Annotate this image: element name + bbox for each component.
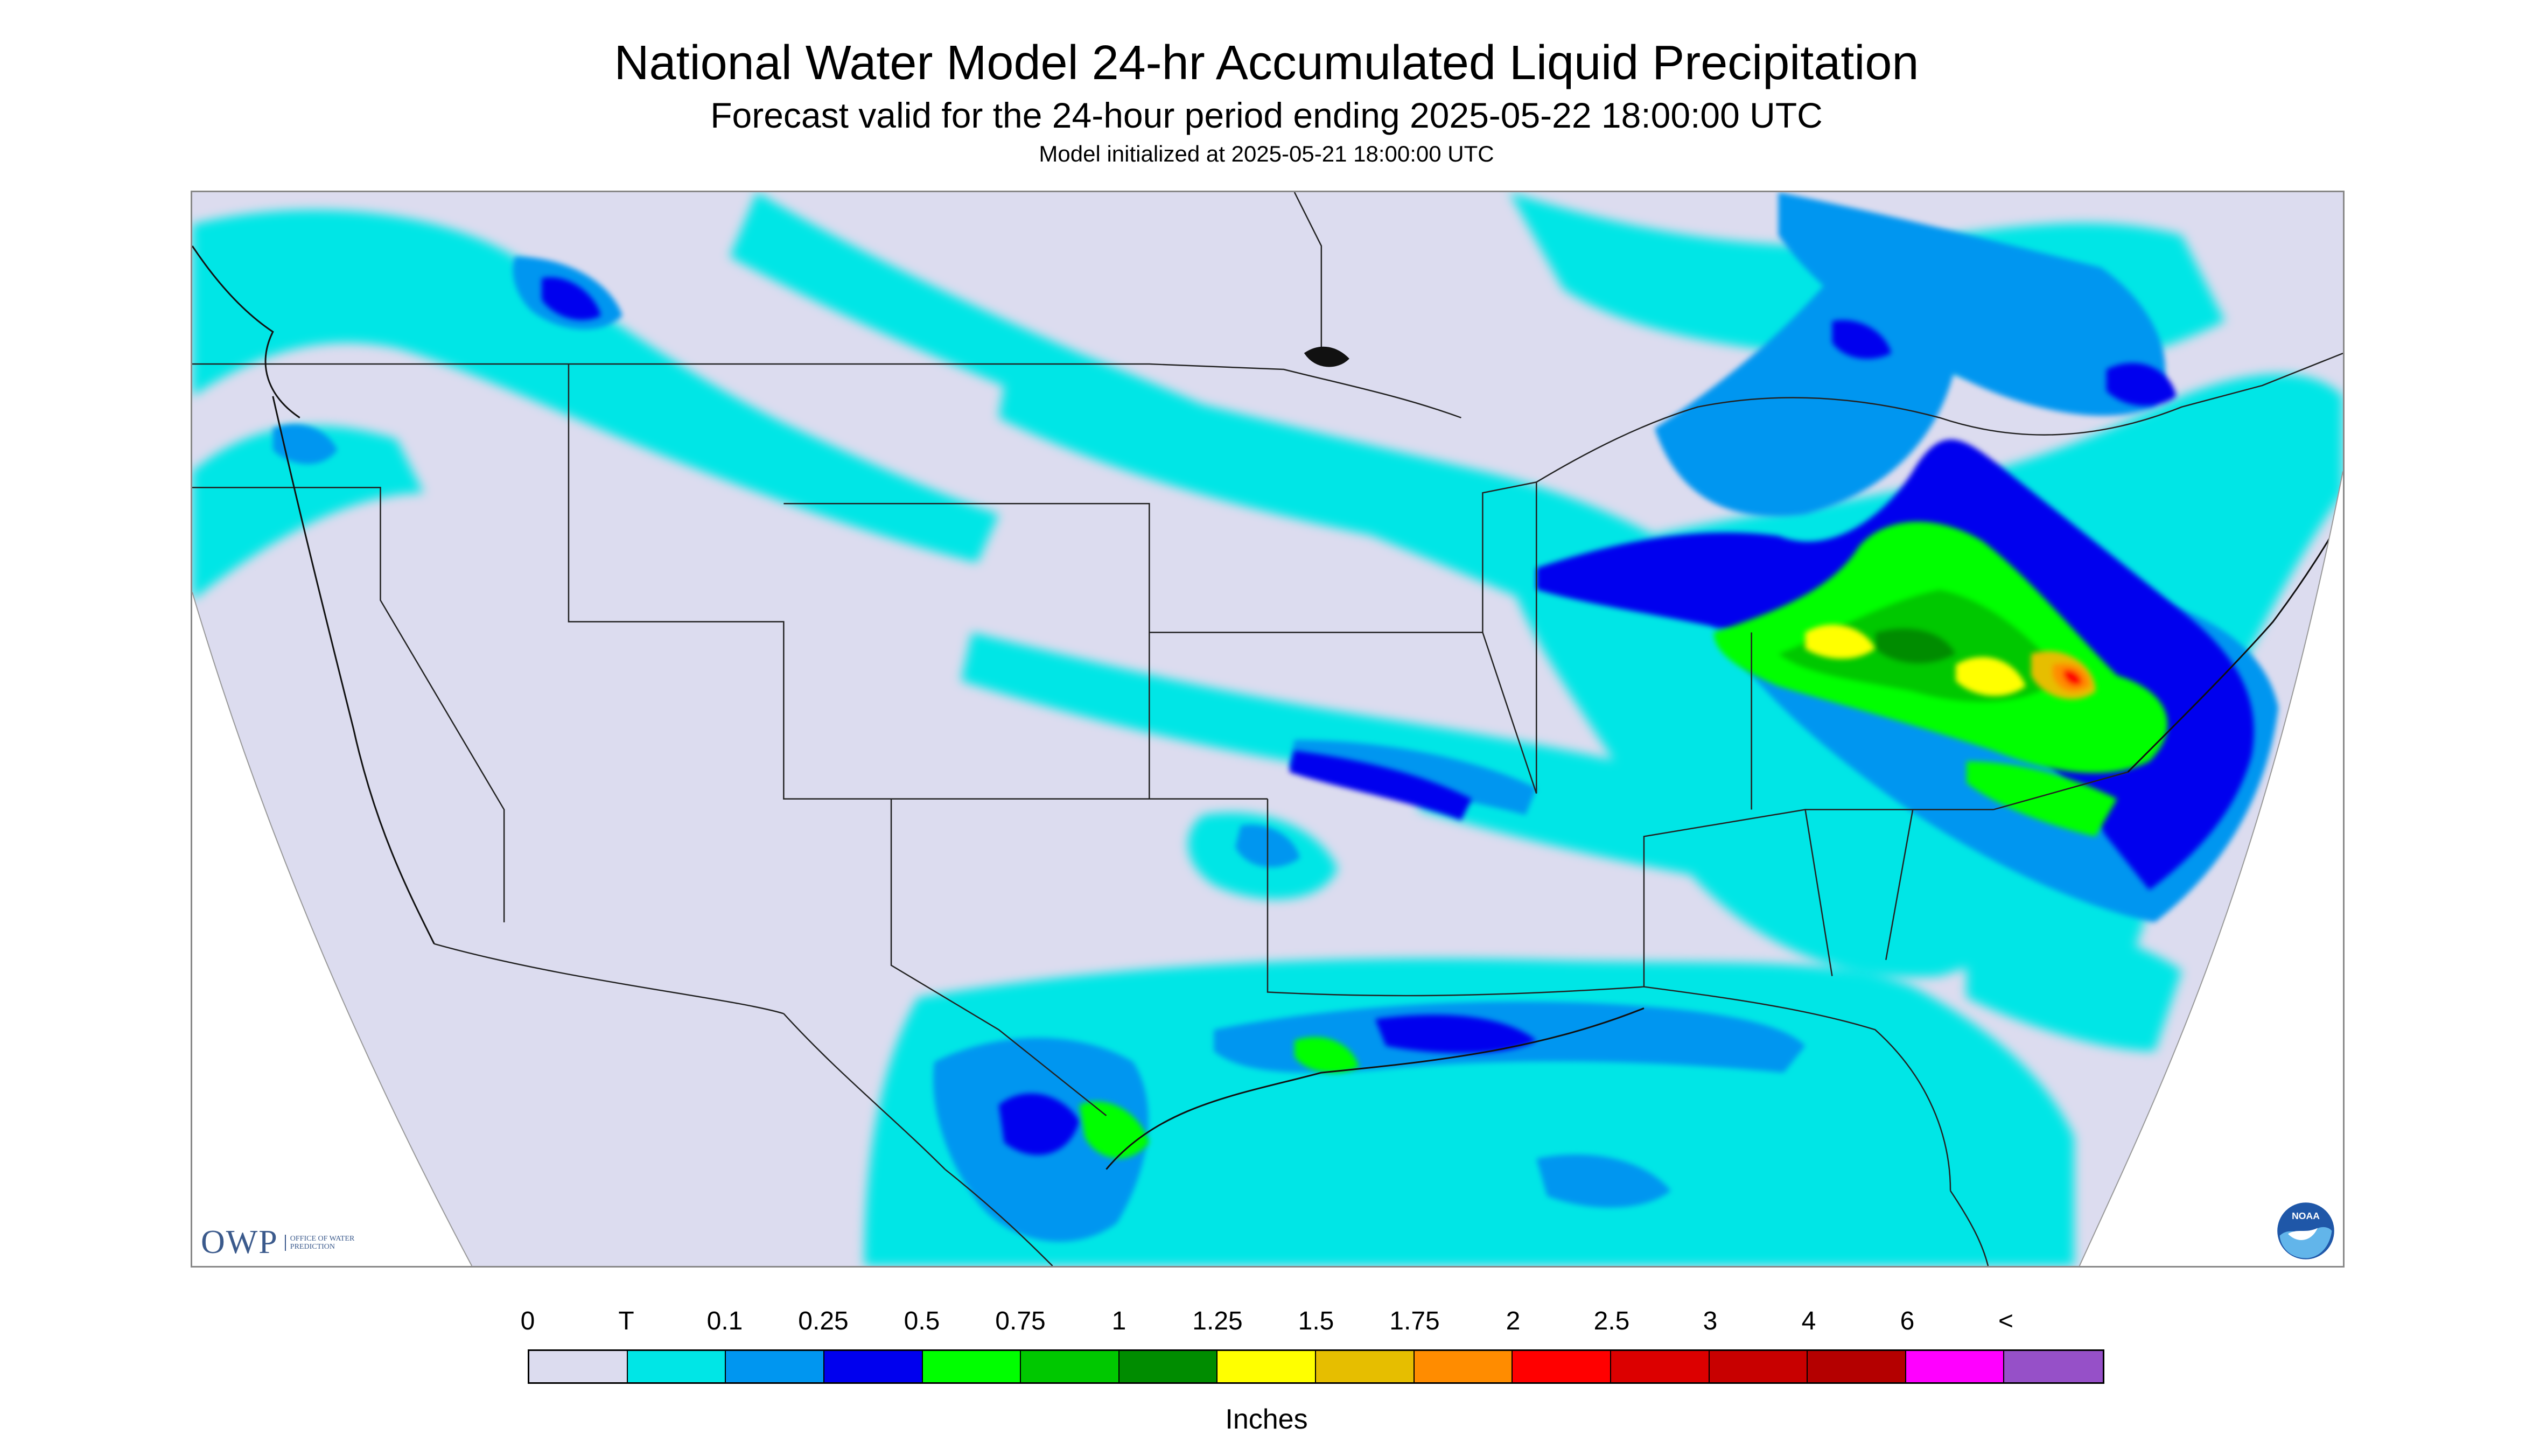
precipitation-legend: 0 T 0.1 0.25 0.5 0.75 1 1.25 1.5 1.75 2 2.5 3 4 6 < bbox=[521, 1306, 2104, 1414]
legend-tick-label: 0.1 bbox=[706, 1307, 743, 1335]
legend-tick-label: 1.5 bbox=[1298, 1307, 1334, 1335]
legend-swatch bbox=[1414, 1351, 1513, 1382]
owp-logo-mark: OWP bbox=[201, 1224, 278, 1261]
political-boundaries bbox=[192, 192, 2343, 1266]
noaa-logo-text: NOAA bbox=[2292, 1210, 2320, 1221]
legend-swatch bbox=[1316, 1351, 1415, 1382]
legend-tick-label: 6 bbox=[1900, 1307, 1915, 1335]
legend-tick-label: 0.5 bbox=[904, 1307, 940, 1335]
precip-band-1.25-plus bbox=[1805, 625, 2096, 699]
legend-swatch bbox=[1021, 1351, 1119, 1382]
map-subtitle: Forecast valid for the 24-hour period en… bbox=[710, 95, 1823, 135]
legend-swatch bbox=[1906, 1351, 2005, 1382]
legend-units: Inches bbox=[1225, 1404, 1308, 1435]
legend-swatch bbox=[1709, 1351, 1808, 1382]
coastlines bbox=[192, 245, 2343, 1170]
legend-swatch bbox=[627, 1351, 726, 1382]
legend-colorbar bbox=[528, 1349, 2104, 1384]
legend-swatch bbox=[726, 1351, 824, 1382]
legend-tick-label: 0.25 bbox=[798, 1307, 849, 1335]
legend-tick-label: 0.75 bbox=[995, 1307, 1046, 1335]
legend-tick-label: 1 bbox=[1111, 1307, 1126, 1335]
map-title: National Water Model 24-hr Accumulated L… bbox=[614, 36, 1919, 90]
legend-swatch bbox=[1808, 1351, 1906, 1382]
legend-swatch bbox=[824, 1351, 923, 1382]
legend-tick-label: 3 bbox=[1703, 1307, 1718, 1335]
legend-tick-label: 2.5 bbox=[1593, 1307, 1630, 1335]
precipitation-map: OWP OFFICE OF WATER PREDICTION NOAA bbox=[191, 191, 2345, 1268]
legend-swatch bbox=[1611, 1351, 1710, 1382]
legend-tick-label: 1.75 bbox=[1389, 1307, 1440, 1335]
model-init-line: Model initialized at 2025-05-21 18:00:00… bbox=[1039, 141, 1494, 166]
noaa-logo-icon: NOAA bbox=[2277, 1202, 2334, 1259]
legend-swatch bbox=[1217, 1351, 1316, 1382]
legend-swatch bbox=[922, 1351, 1021, 1382]
legend-swatch bbox=[2004, 1351, 2103, 1382]
legend-swatch bbox=[1513, 1351, 1611, 1382]
legend-swatch bbox=[1119, 1351, 1218, 1382]
legend-tick-label: 0 bbox=[520, 1307, 535, 1335]
domain-edge bbox=[192, 471, 2343, 1266]
owp-logo: OWP OFFICE OF WATER PREDICTION bbox=[201, 1223, 371, 1262]
legend-tick-label: < bbox=[1998, 1307, 2014, 1335]
legend-swatch bbox=[529, 1351, 628, 1382]
legend-tick-label: 4 bbox=[1801, 1307, 1816, 1335]
map-canvas bbox=[192, 192, 2343, 1266]
legend-tick-label: T bbox=[618, 1307, 634, 1335]
legend-tick-label: 1.25 bbox=[1192, 1307, 1243, 1335]
legend-tick-label: 2 bbox=[1506, 1307, 1521, 1335]
owp-logo-subtitle: OFFICE OF WATER PREDICTION bbox=[284, 1234, 371, 1251]
